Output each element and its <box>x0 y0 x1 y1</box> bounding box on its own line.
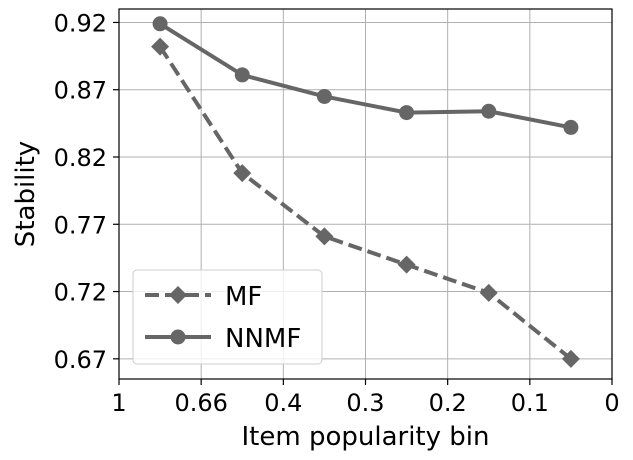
legend-marker <box>170 329 186 345</box>
data-point-nnmf <box>152 16 168 32</box>
series-line-mf <box>158 45 573 361</box>
y-tick-label: 0.87 <box>54 77 107 105</box>
data-point-mf <box>397 255 416 274</box>
data-point-mf <box>151 37 170 56</box>
data-point-mf <box>479 283 498 302</box>
legend: MF NNMF <box>132 269 323 365</box>
y-tick-label: 0.67 <box>54 346 107 374</box>
data-point-mf <box>315 227 334 246</box>
data-point-mf <box>233 164 252 183</box>
data-point-mf <box>561 349 580 368</box>
series-mf <box>151 37 580 368</box>
series-nnmf <box>152 16 579 135</box>
data-point-nnmf <box>316 88 332 104</box>
grid-lines <box>118 9 613 379</box>
x-axis-title: Item popularity bin <box>242 422 490 452</box>
y-tick-label: 0.72 <box>54 279 107 307</box>
data-point-nnmf <box>234 67 250 83</box>
x-axis: 1 0.66 0.4 0.3 0.2 0.1 0 <box>111 379 620 417</box>
x-tick-label: 0.66 <box>174 389 227 417</box>
data-point-nnmf <box>399 105 415 121</box>
y-tick-label: 0.77 <box>54 211 107 239</box>
legend-marker <box>169 286 187 304</box>
series-line-nnmf <box>159 22 572 130</box>
x-tick-label: 1 <box>111 389 126 417</box>
data-point-nnmf <box>563 119 579 135</box>
legend-item-nnmf: NNMF <box>145 324 301 354</box>
legend-label: MF <box>225 282 262 312</box>
y-tick-label: 0.82 <box>54 144 107 172</box>
y-axis-title: Stability <box>11 141 41 247</box>
y-tick-label: 0.92 <box>54 9 107 37</box>
series-layer <box>151 16 580 368</box>
x-tick-label: 0 <box>604 389 619 417</box>
x-tick-label: 0.2 <box>429 389 467 417</box>
x-tick-label: 0.4 <box>264 389 302 417</box>
legend-item-mf: MF <box>145 282 262 312</box>
legend-label: NNMF <box>225 324 301 354</box>
y-axis: 0.67 0.72 0.77 0.82 0.87 0.92 <box>54 9 119 374</box>
data-point-nnmf <box>481 103 497 119</box>
x-tick-label: 0.3 <box>346 389 384 417</box>
x-tick-label: 0.1 <box>511 389 549 417</box>
